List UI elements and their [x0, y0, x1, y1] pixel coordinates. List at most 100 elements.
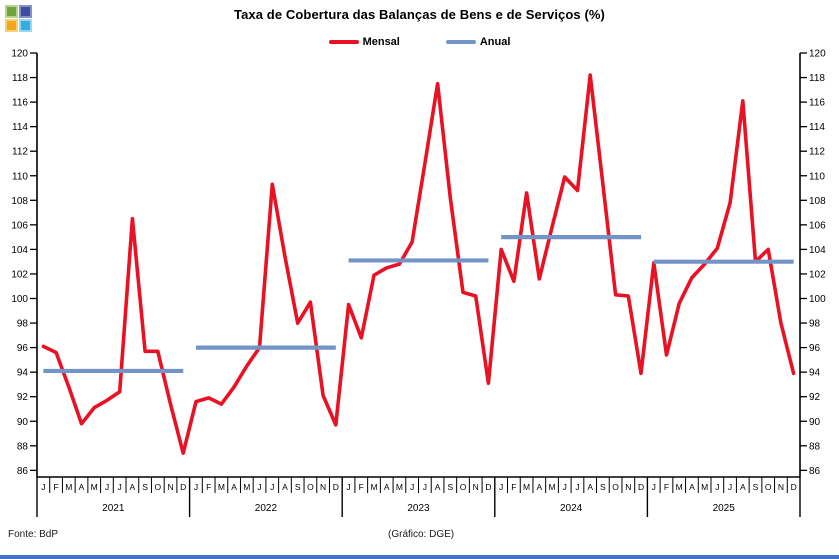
year-label: 2025	[713, 503, 736, 514]
y-tick-label-left: 94	[17, 368, 29, 379]
y-tick-label-left: 110	[12, 171, 28, 182]
month-label: J	[715, 482, 719, 492]
y-axis-left-labels: 120 118 116 114 112 110 108 106 104 102 100 98 96 94 9…	[11, 49, 37, 477]
month-label: J	[257, 482, 261, 492]
y-tick-label-right: 100	[809, 294, 826, 305]
month-label: M	[91, 482, 98, 492]
chart-title: Taxa de Cobertura das Balanças de Bens e…	[234, 7, 605, 22]
month-label: M	[243, 482, 250, 492]
month-label: M	[523, 482, 530, 492]
logo-square-indigo	[19, 5, 32, 18]
month-label: D	[791, 482, 797, 492]
month-label: M	[676, 482, 683, 492]
y-tick-label-right: 88	[809, 441, 821, 452]
y-tick-label-left: 104	[11, 245, 28, 256]
month-label: M	[548, 482, 555, 492]
logo-square-green	[5, 5, 18, 18]
year-label: 2023	[407, 503, 430, 514]
y-tick-label-right: 94	[809, 368, 821, 379]
month-label: D	[638, 482, 644, 492]
month-label: A	[79, 482, 85, 492]
month-label: J	[499, 482, 503, 492]
y-tick-label-left: 118	[12, 73, 28, 84]
legend-item-anual: Anual	[445, 36, 511, 48]
month-label: S	[753, 482, 759, 492]
month-label: J	[423, 482, 427, 492]
month-label: N	[473, 482, 479, 492]
y-tick-label-left: 114	[12, 122, 28, 133]
month-label: J	[728, 482, 732, 492]
mensal-series-line	[41, 73, 796, 456]
month-label: O	[765, 482, 772, 492]
y-tick-label-right: 114	[809, 122, 825, 133]
y-tick-label-left: 100	[11, 294, 28, 305]
year-label: 2021	[102, 503, 125, 514]
chart-legend: Mensal Anual	[0, 36, 839, 48]
y-axis-right-labels: 120 118 116 114 112 110 108 106 104 102 100 98 96 94 9…	[800, 49, 826, 477]
month-label: F	[53, 482, 58, 492]
month-label: M	[65, 482, 72, 492]
y-tick-label-left: 116	[12, 98, 28, 109]
month-label: N	[167, 482, 173, 492]
y-tick-label-left: 112	[12, 147, 28, 158]
mensal-line-swatch-icon	[328, 40, 359, 44]
month-label: J	[563, 482, 567, 492]
axes	[36, 53, 801, 478]
source-note: Fonte: BdP	[8, 529, 59, 540]
month-label: A	[587, 482, 593, 492]
month-label: D	[485, 482, 491, 492]
bottom-accent-bar	[0, 555, 839, 559]
anual-line-swatch-icon	[445, 40, 476, 44]
month-label: S	[295, 482, 301, 492]
year-label: 2024	[560, 503, 583, 514]
y-tick-label-left: 92	[17, 392, 29, 403]
month-label: O	[154, 482, 161, 492]
month-label: J	[270, 482, 274, 492]
y-tick-label-left: 88	[17, 441, 29, 452]
mensal-series	[41, 73, 796, 456]
month-label: N	[778, 482, 784, 492]
month-label: S	[600, 482, 606, 492]
month-label: O	[460, 482, 467, 492]
month-label: J	[105, 482, 109, 492]
y-tick-label-right: 108	[809, 196, 826, 207]
month-label: J	[410, 482, 414, 492]
y-tick-label-right: 102	[809, 269, 826, 280]
month-label: J	[118, 482, 122, 492]
y-tick-label-right: 96	[809, 343, 821, 354]
credit-note: (Gráfico: DGE)	[388, 529, 455, 540]
y-tick-label-right: 92	[809, 392, 821, 403]
month-label: J	[194, 482, 198, 492]
month-label: A	[689, 482, 695, 492]
y-tick-label-right: 118	[809, 73, 825, 84]
month-label: J	[41, 482, 45, 492]
y-tick-label-left: 96	[17, 343, 29, 354]
month-label: F	[511, 482, 516, 492]
year-label: 2022	[255, 503, 278, 514]
y-tick-label-left: 102	[11, 269, 28, 280]
month-label: J	[575, 482, 579, 492]
month-label: O	[307, 482, 314, 492]
month-label: M	[370, 482, 377, 492]
y-tick-label-right: 116	[809, 98, 825, 109]
y-tick-label-right: 98	[809, 319, 821, 330]
legend-item-mensal: Mensal	[328, 36, 400, 48]
y-tick-label-right: 104	[809, 245, 826, 256]
month-label: M	[701, 482, 708, 492]
legend-label-anual: Anual	[479, 36, 511, 48]
month-label: A	[536, 482, 542, 492]
month-label: D	[333, 482, 339, 492]
month-label: D	[180, 482, 186, 492]
month-label: M	[396, 482, 403, 492]
y-tick-label-left: 98	[17, 319, 29, 330]
month-label: M	[218, 482, 225, 492]
x-axis-years: 2021 2022 2023 2024 2025	[102, 503, 735, 514]
y-tick-label-left: 90	[17, 417, 29, 428]
month-label: A	[130, 482, 136, 492]
month-label: J	[346, 482, 350, 492]
logo	[5, 5, 32, 32]
y-tick-label-right: 110	[809, 171, 825, 182]
month-label: N	[625, 482, 631, 492]
